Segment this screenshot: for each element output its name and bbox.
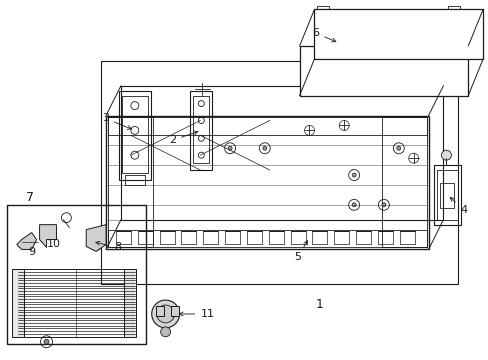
Circle shape (396, 146, 400, 150)
Text: 7: 7 (25, 192, 34, 204)
Text: 3: 3 (102, 113, 131, 129)
Polygon shape (299, 46, 468, 96)
Polygon shape (86, 225, 106, 251)
Text: 2: 2 (169, 131, 198, 145)
Circle shape (44, 339, 49, 344)
Circle shape (351, 203, 355, 207)
Text: 8: 8 (96, 241, 121, 252)
Bar (122, 96, 147, 173)
Circle shape (161, 327, 170, 337)
Polygon shape (17, 233, 37, 249)
Polygon shape (314, 9, 482, 59)
Bar (121, 86, 443, 220)
Bar (12, 269, 24, 337)
Bar (7, 205, 145, 344)
Bar (123, 269, 136, 337)
Bar (193, 96, 209, 163)
Text: 11: 11 (179, 309, 214, 319)
Text: 10: 10 (46, 239, 61, 248)
Bar (309, 53, 457, 88)
Bar (190, 91, 212, 170)
Bar (170, 306, 178, 316)
Bar (466, 26, 473, 51)
Text: 6: 6 (312, 28, 335, 42)
Text: 4: 4 (449, 197, 467, 215)
Bar (317, 6, 328, 14)
Circle shape (351, 173, 355, 177)
Circle shape (151, 300, 179, 328)
Bar (299, 61, 307, 81)
Bar (108, 230, 426, 247)
Circle shape (441, 150, 450, 160)
Circle shape (156, 305, 174, 323)
Bar (381, 117, 426, 247)
Bar (436, 170, 457, 220)
Bar (106, 116, 427, 249)
Bar (17, 269, 136, 337)
Bar (440, 183, 453, 208)
Text: 1: 1 (315, 297, 323, 311)
Circle shape (263, 146, 266, 150)
Circle shape (381, 203, 385, 207)
Circle shape (90, 239, 102, 251)
Bar (155, 306, 163, 316)
Bar (447, 6, 459, 14)
Bar (124, 175, 144, 185)
Bar (108, 117, 152, 247)
Text: 5: 5 (293, 241, 307, 262)
Text: 9: 9 (28, 247, 35, 257)
Bar (119, 91, 150, 180)
Bar (108, 117, 426, 135)
Bar (433, 165, 460, 225)
Bar (324, 16, 472, 51)
Polygon shape (40, 225, 56, 247)
Circle shape (228, 146, 232, 150)
Bar (101, 61, 457, 284)
